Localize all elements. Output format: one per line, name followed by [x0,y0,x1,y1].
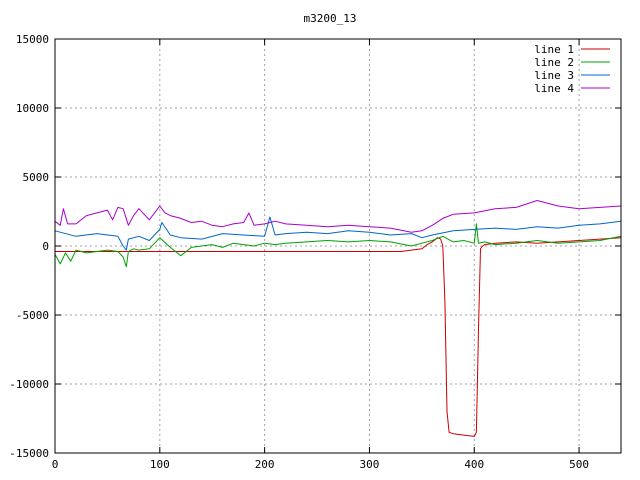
chart-title: m3200_13 [304,12,357,25]
legend-label-4: line 4 [534,82,574,95]
x-tick-label: 100 [150,458,170,471]
y-tick-label: 0 [42,240,49,253]
series-line-2 [54,223,622,268]
y-tick-label: -10000 [9,378,49,391]
axis-ticks: 0 100 200 300 400 500 -15000 -10000 -5000 0 5000 10… [9,33,621,471]
y-tick-label: -15000 [9,447,49,460]
series-lines [54,200,622,437]
series-line-3 [54,216,622,251]
series-line-1 [55,237,622,437]
legend-label-3: line 3 [534,69,574,82]
grid [55,39,621,453]
legend-label-1: line 1 [534,43,574,56]
y-tick-label: 15000 [16,33,49,46]
y-tick-label: -5000 [16,309,49,322]
x-tick-label: 200 [255,458,275,471]
legend-label-2: line 2 [534,56,574,69]
y-tick-label: 10000 [16,102,49,115]
x-tick-label: 300 [360,458,380,471]
series-line-4 [54,200,622,233]
x-tick-label: 0 [52,458,59,471]
y-tick-label: 5000 [23,171,50,184]
x-tick-label: 400 [464,458,484,471]
x-tick-label: 500 [569,458,589,471]
